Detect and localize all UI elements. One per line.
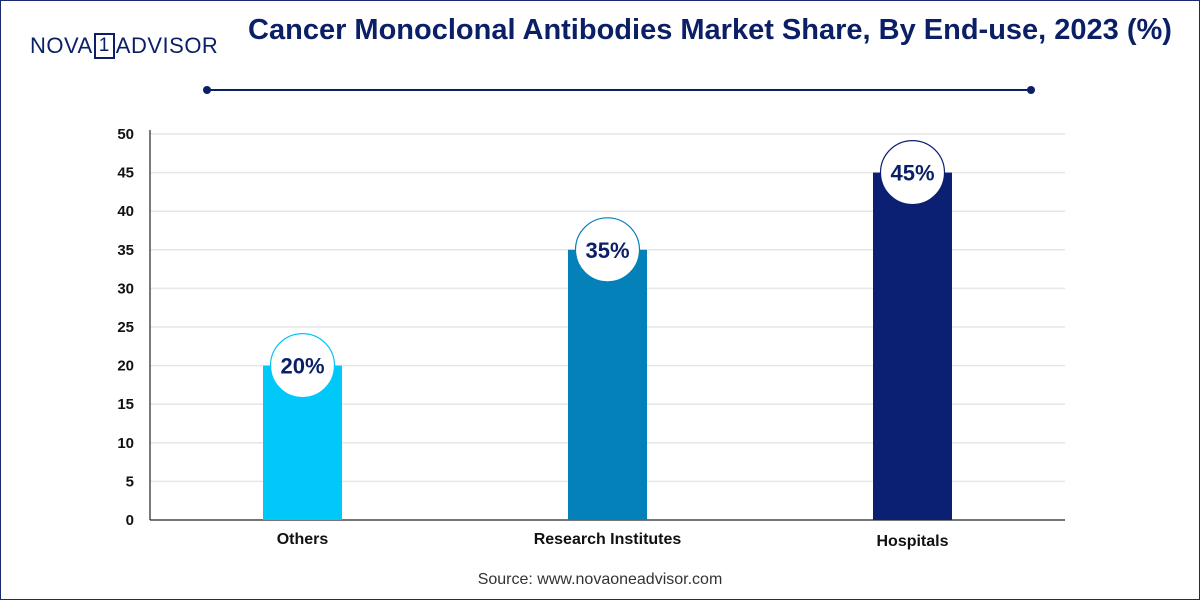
data-label-badge [879, 140, 946, 206]
data-label-badge [574, 217, 641, 283]
bar [873, 172, 952, 520]
underline-left-dot [203, 86, 211, 94]
y-tick-label: 45 [117, 165, 134, 182]
data-label-badge [269, 333, 336, 399]
y-tick-label: 25 [117, 319, 134, 336]
x-category-label: Hospitals [876, 533, 948, 550]
data-label: 20% [280, 354, 324, 379]
data-label: 35% [585, 238, 629, 263]
brand-logo: NOVA 1 ADVISOR [30, 31, 218, 61]
y-tick-label: 20 [117, 358, 134, 375]
bar [568, 249, 647, 521]
y-tick-label: 40 [117, 203, 134, 220]
brand-box: 1 [93, 33, 115, 59]
x-category-label: Others [277, 531, 329, 548]
y-tick-label: 10 [117, 435, 134, 452]
brand-prefix: NOVA [30, 33, 93, 58]
y-tick-label: 30 [117, 280, 134, 297]
y-tick-label: 15 [117, 396, 134, 413]
y-tick-label: 35 [117, 242, 134, 259]
source-note: Source: www.novaoneadvisor.com [477, 571, 723, 588]
data-label: 45% [890, 161, 934, 186]
y-tick-label: 5 [126, 473, 134, 490]
underline-right-dot [1027, 86, 1035, 94]
x-category-label: Research Institutes [534, 531, 682, 548]
chart-title: Cancer Monoclonal Antibodies Market Shar… [248, 14, 1172, 46]
y-tick-label: 0 [126, 512, 134, 529]
y-tick-label: 50 [117, 126, 134, 143]
brand-suffix: ADVISOR [115, 33, 219, 58]
title-underline [207, 89, 1031, 91]
